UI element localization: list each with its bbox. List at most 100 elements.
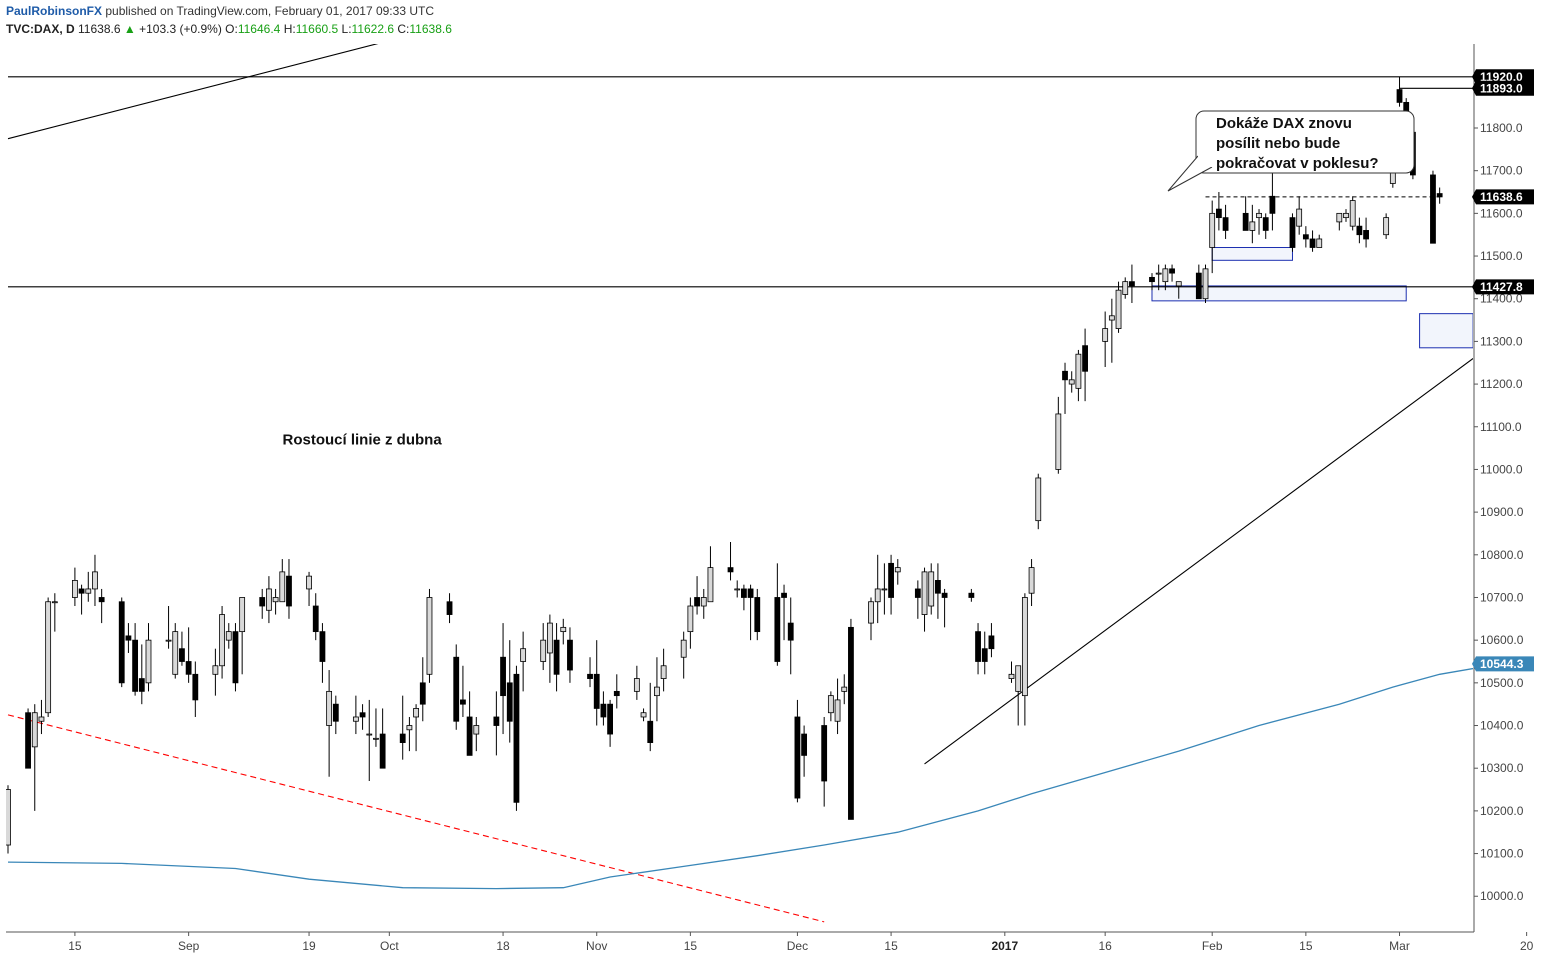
candle-body xyxy=(734,588,741,591)
candle-body xyxy=(981,648,988,662)
candle-body xyxy=(493,716,500,726)
candle-body xyxy=(31,712,38,748)
change-up-icon: ▲ xyxy=(123,22,136,36)
candle xyxy=(647,682,654,752)
candle xyxy=(794,699,801,803)
candle xyxy=(941,588,948,628)
y-tick-label: 11800.0 xyxy=(1480,121,1523,135)
candle-body xyxy=(460,699,466,705)
candle xyxy=(1356,217,1363,244)
candle-body xyxy=(1021,597,1028,697)
y-tick-label: 10400.0 xyxy=(1480,719,1524,733)
candle-body xyxy=(928,571,935,607)
candle-body xyxy=(1108,315,1115,321)
candle xyxy=(406,716,413,752)
candle xyxy=(45,597,52,717)
candle xyxy=(145,623,152,692)
candle xyxy=(1075,349,1082,402)
price-badge-label: 11638.6 xyxy=(1480,190,1523,204)
y-tick-label: 10200.0 xyxy=(1480,804,1524,818)
callout-pointer-mask xyxy=(1198,155,1214,167)
x-tick-label: Sep xyxy=(178,939,200,953)
candle xyxy=(781,584,787,641)
x-tick-label: 15 xyxy=(1299,939,1313,953)
candle xyxy=(1035,473,1042,530)
publish-info: PaulRobinsonFX published on TradingView.… xyxy=(6,4,434,18)
candle-body xyxy=(145,639,152,684)
price-badge-bg xyxy=(1472,80,1534,96)
candle-body xyxy=(165,639,172,642)
candle-body xyxy=(266,588,272,611)
lines-layer xyxy=(7,44,1473,923)
candle xyxy=(379,708,386,769)
candle xyxy=(1242,196,1249,231)
candle xyxy=(500,623,506,735)
callout-line: Dokáže DAX znovu xyxy=(1216,115,1352,132)
candle-body xyxy=(172,631,179,675)
candle xyxy=(1015,665,1022,726)
candle xyxy=(426,588,433,683)
candle xyxy=(225,623,232,649)
axes-layer: 10000.0 10100.0 10200.0 10300.0 10400.0 10500… xyxy=(6,44,1534,953)
y-tick-label: 10300.0 xyxy=(1480,761,1524,775)
candle-body xyxy=(794,716,801,799)
candle-body xyxy=(975,631,981,662)
open-label: O: xyxy=(225,22,238,36)
candle-body xyxy=(868,601,874,624)
candle-body xyxy=(1195,272,1202,300)
candle-body xyxy=(560,626,567,633)
candle-body xyxy=(419,682,426,705)
candle-body xyxy=(888,562,894,598)
candle-body xyxy=(286,575,292,607)
candle-body xyxy=(894,567,901,573)
candle xyxy=(6,785,11,854)
candle-body xyxy=(98,597,105,603)
candle xyxy=(192,661,199,717)
candle xyxy=(1363,217,1369,248)
candle xyxy=(607,699,613,747)
candle-body xyxy=(1149,276,1155,283)
candle xyxy=(312,593,319,641)
price-badge: 11920.0 xyxy=(1472,69,1534,85)
candle xyxy=(700,588,707,619)
candle-body xyxy=(319,631,326,662)
candle-body xyxy=(607,703,613,735)
candle xyxy=(1269,170,1276,231)
published-text: published on TradingView.com, February 0… xyxy=(105,4,434,18)
candle xyxy=(219,606,225,679)
candle-body xyxy=(881,588,888,591)
candle xyxy=(801,725,808,777)
candle-body xyxy=(1102,328,1109,342)
candle xyxy=(132,623,139,696)
candle xyxy=(694,576,700,615)
price-badge: 11893.0 xyxy=(1472,80,1534,96)
candle xyxy=(546,614,553,683)
candle-body xyxy=(1055,413,1062,470)
candle-body xyxy=(366,733,373,736)
candle-body xyxy=(801,733,808,756)
ohlc-legend: TVC:DAX, D 11638.6 ▲ +103.3 (+0.9%) O:11… xyxy=(6,22,452,36)
candle xyxy=(1302,226,1309,248)
candle xyxy=(352,695,359,735)
candle xyxy=(1129,264,1135,303)
candle-body xyxy=(466,716,473,756)
author-link[interactable]: PaulRobinsonFX xyxy=(6,4,102,18)
x-tick-label: Feb xyxy=(1202,939,1223,953)
candle xyxy=(473,716,480,752)
candle xyxy=(179,631,185,666)
candle xyxy=(326,670,333,777)
price-badge-label: 10544.3 xyxy=(1480,657,1524,671)
candle xyxy=(1309,230,1316,252)
candle xyxy=(1082,328,1088,402)
zone-box xyxy=(1151,285,1407,302)
candle xyxy=(975,623,981,675)
candle-body xyxy=(312,605,319,633)
candle xyxy=(118,597,125,688)
candle xyxy=(640,708,647,722)
y-tick-label: 11700.0 xyxy=(1480,164,1523,178)
candle xyxy=(279,559,286,603)
candle-body xyxy=(399,733,406,743)
candle-body xyxy=(1296,208,1303,227)
candle xyxy=(286,559,292,619)
